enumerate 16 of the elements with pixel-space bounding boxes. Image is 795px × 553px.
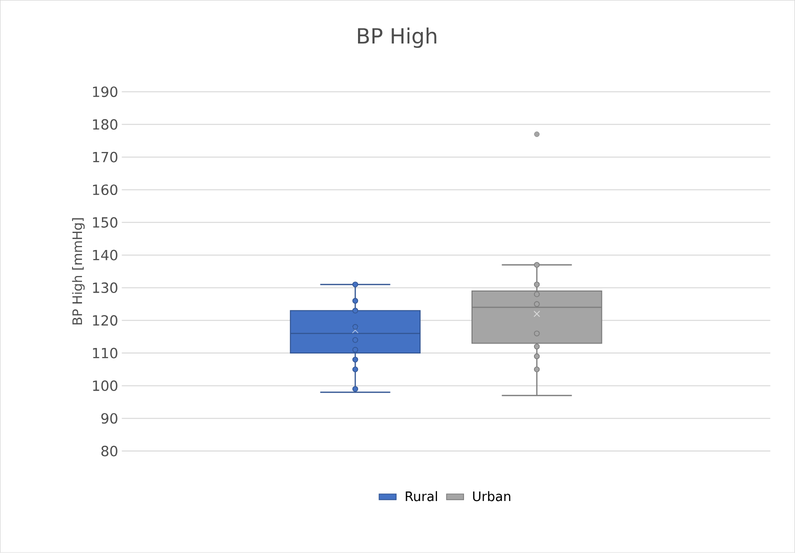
y-axis-title: BP High [mmHg] bbox=[72, 218, 85, 324]
y-tick-label: 190 bbox=[93, 86, 118, 98]
y-tick-label: 170 bbox=[93, 152, 118, 162]
y-tick-label: 80 bbox=[101, 446, 118, 456]
y-tick-label: 140 bbox=[93, 250, 118, 260]
chart-title: BP High bbox=[358, 28, 436, 48]
y-tick-label: 120 bbox=[93, 315, 118, 326]
y-tick-label: 130 bbox=[93, 282, 118, 294]
y-tick-label: 160 bbox=[93, 184, 118, 196]
legend-label: Rural bbox=[406, 491, 437, 502]
y-tick-label: 180 bbox=[93, 119, 118, 130]
y-tick-label: 90 bbox=[101, 413, 118, 424]
y-tick-label: 110 bbox=[93, 348, 118, 358]
y-tick-label: 150 bbox=[93, 217, 118, 228]
legend-label: Urban bbox=[473, 491, 510, 502]
y-tick-label: 100 bbox=[93, 380, 118, 392]
